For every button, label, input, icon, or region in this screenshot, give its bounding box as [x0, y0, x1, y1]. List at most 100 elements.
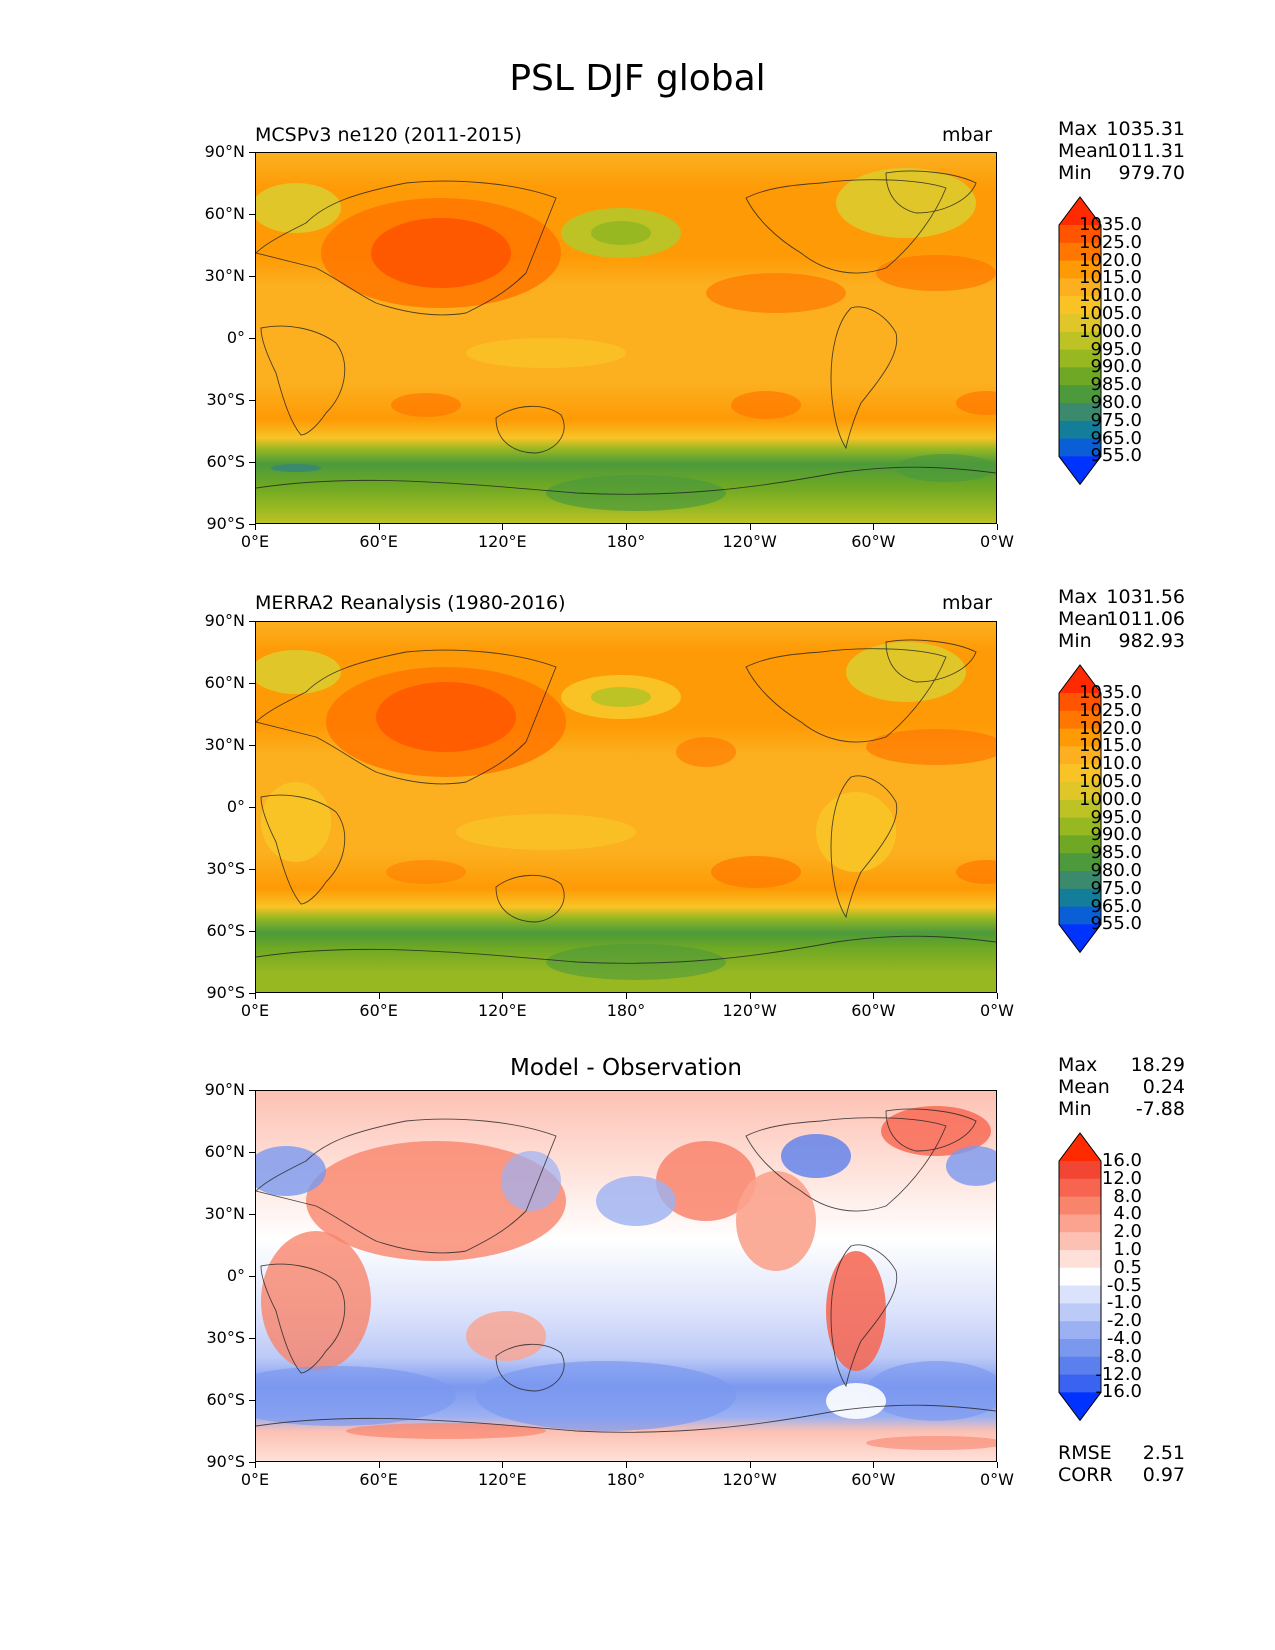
colorbar-model: 1035.0 1025.0 1020.0 1015.0 1010.0 1005.0 1000… — [1058, 196, 1142, 486]
lon-tick-label: 60°W — [851, 532, 896, 551]
colorbar-level-label: 965.0 — [1090, 427, 1142, 449]
stat-corr-label: CORR — [1058, 1464, 1113, 1486]
lat-tick-label: 90°S — [206, 514, 245, 533]
lat-tick-mark — [249, 276, 255, 277]
lon-tick-mark — [749, 1462, 751, 1468]
colorbar-swatch — [1059, 1250, 1101, 1269]
lat-tick-mark — [249, 152, 255, 153]
colorbar-level-label: 1015.0 — [1079, 735, 1142, 757]
colorbar-swatch — [1059, 1161, 1101, 1180]
colorbar-swatch — [1059, 1214, 1101, 1233]
colorbar-swatch — [1059, 906, 1101, 925]
colorbar-level-label: -8.0 — [1106, 1345, 1142, 1367]
colorbar-obs: 1035.0 1025.0 1020.0 1015.0 1010.0 1005.0 1000… — [1058, 664, 1142, 954]
colorbar-level-label: 1005.0 — [1079, 771, 1142, 792]
colorbar-swatch — [1059, 710, 1101, 730]
colorbar-svg — [1058, 1132, 1102, 1422]
lon-tick-label: 120°W — [722, 532, 777, 551]
lon-tick-mark — [997, 1462, 998, 1468]
stat-mean-label-obs: Mean — [1058, 608, 1110, 630]
lon-tick-label: 120°E — [478, 532, 527, 551]
lat-tick-mark — [249, 869, 255, 870]
lat-tick-mark — [249, 524, 255, 525]
colorbar-level-label: 955.0 — [1090, 445, 1142, 467]
lon-tick-label: 0°W — [980, 1470, 1014, 1489]
colorbar-level-label: 985.0 — [1090, 374, 1142, 396]
stat-max-label-model: Max — [1058, 118, 1098, 140]
stat-mean-model: 1011.31 — [1106, 140, 1185, 162]
map-model — [255, 152, 997, 524]
stat-rmse: 2.51 — [1142, 1442, 1185, 1464]
colorbar-level-label: 1025.0 — [1079, 231, 1142, 253]
panel-title-obs: MERRA2 Reanalysis (1980-2016) — [255, 592, 566, 614]
lat-tick-label: 60°S — [206, 921, 245, 940]
colorbar-level-label: 12.0 — [1101, 1167, 1142, 1189]
colorbar-level-label: 980.0 — [1090, 392, 1142, 413]
lat-tick-label: 60°N — [204, 1142, 245, 1161]
lon-tick-mark — [749, 993, 751, 999]
lon-tick-label: 0°W — [980, 532, 1014, 551]
colorbar-swatch — [1059, 367, 1101, 386]
lat-tick-mark — [249, 993, 255, 994]
stat-max-diff: 18.29 — [1130, 1054, 1185, 1076]
colorbar-swatch — [1059, 871, 1101, 890]
lon-tick-mark — [378, 993, 380, 999]
stat-min-label-model: Min — [1058, 162, 1092, 184]
lat-tick-mark — [249, 1338, 255, 1339]
lon-tick-label: 120°W — [722, 1470, 777, 1489]
colorbar-level-label: 8.0 — [1113, 1185, 1142, 1207]
colorbar-level-label: -0.5 — [1106, 1274, 1142, 1296]
colorbar-swatch — [1059, 225, 1101, 244]
lat-tick-label: 90°S — [206, 983, 245, 1002]
panel-units-obs: mbar — [942, 592, 993, 614]
lat-tick-mark — [249, 621, 255, 622]
lon-tick-mark — [997, 524, 998, 530]
colorbar-level-label: 1035.0 — [1079, 682, 1142, 703]
colorbar-swatch — [1059, 799, 1101, 819]
lat-tick-label: 90°N — [204, 1080, 245, 1099]
colorbar-extend-top — [1059, 665, 1101, 693]
lat-tick-label: 60°S — [206, 452, 245, 471]
colorbar-level-label: 1035.0 — [1079, 214, 1142, 235]
lat-tick-label: 0° — [226, 797, 245, 816]
lat-tick-mark — [249, 400, 255, 401]
colorbar-level-label: -1.0 — [1106, 1292, 1142, 1314]
colorbar-extend-top — [1059, 197, 1101, 225]
lat-tick-mark — [249, 745, 255, 746]
lon-tick-label: 180° — [606, 1470, 646, 1489]
lon-tick-label: 120°W — [722, 1001, 777, 1020]
lat-tick-mark — [249, 1152, 255, 1153]
lat-tick-mark — [249, 214, 255, 215]
stat-min-label-diff: Min — [1058, 1098, 1092, 1120]
colorbar-swatch — [1059, 888, 1101, 908]
colorbar-level-label: 1005.0 — [1079, 303, 1142, 324]
colorbar-extend-bottom — [1059, 924, 1101, 953]
lon-tick-label: 120°E — [478, 1001, 527, 1020]
colorbar-level-label: 2.0 — [1113, 1221, 1142, 1243]
figure-title: PSL DJF global — [509, 58, 766, 99]
stat-min-obs: 982.93 — [1118, 630, 1185, 652]
colorbar-level-label: 1.0 — [1113, 1239, 1142, 1260]
colorbar-level-label: 990.0 — [1090, 824, 1142, 846]
colorbar-level-label: 980.0 — [1090, 860, 1142, 881]
panel-title-model: MCSPv3 ne120 (2011-2015) — [255, 124, 522, 146]
stat-min-label-obs: Min — [1058, 630, 1092, 652]
colorbar-swatch — [1059, 853, 1101, 872]
lon-tick-mark — [255, 1462, 256, 1468]
lon-tick-label: 0°E — [240, 1001, 270, 1020]
stat-mean-obs: 1011.06 — [1106, 608, 1185, 630]
colorbar-level-label: -16.0 — [1095, 1381, 1142, 1403]
lon-tick-mark — [873, 524, 875, 530]
colorbar-level-label: 990.0 — [1090, 356, 1142, 378]
colorbar-swatch — [1059, 1321, 1101, 1340]
lat-tick-label: 90°S — [206, 1452, 245, 1471]
colorbar-swatch — [1059, 296, 1101, 315]
colorbar-level-label: 1010.0 — [1079, 753, 1142, 775]
colorbar-level-label: 995.0 — [1090, 338, 1142, 360]
panel-title-diff: Model - Observation — [509, 1055, 743, 1081]
panel-units-model: mbar — [942, 124, 993, 146]
colorbar-level-label: 965.0 — [1090, 895, 1142, 917]
colorbar-swatch — [1059, 349, 1101, 368]
colorbar-swatch — [1059, 782, 1101, 801]
colorbar-level-label: 1020.0 — [1079, 249, 1142, 271]
